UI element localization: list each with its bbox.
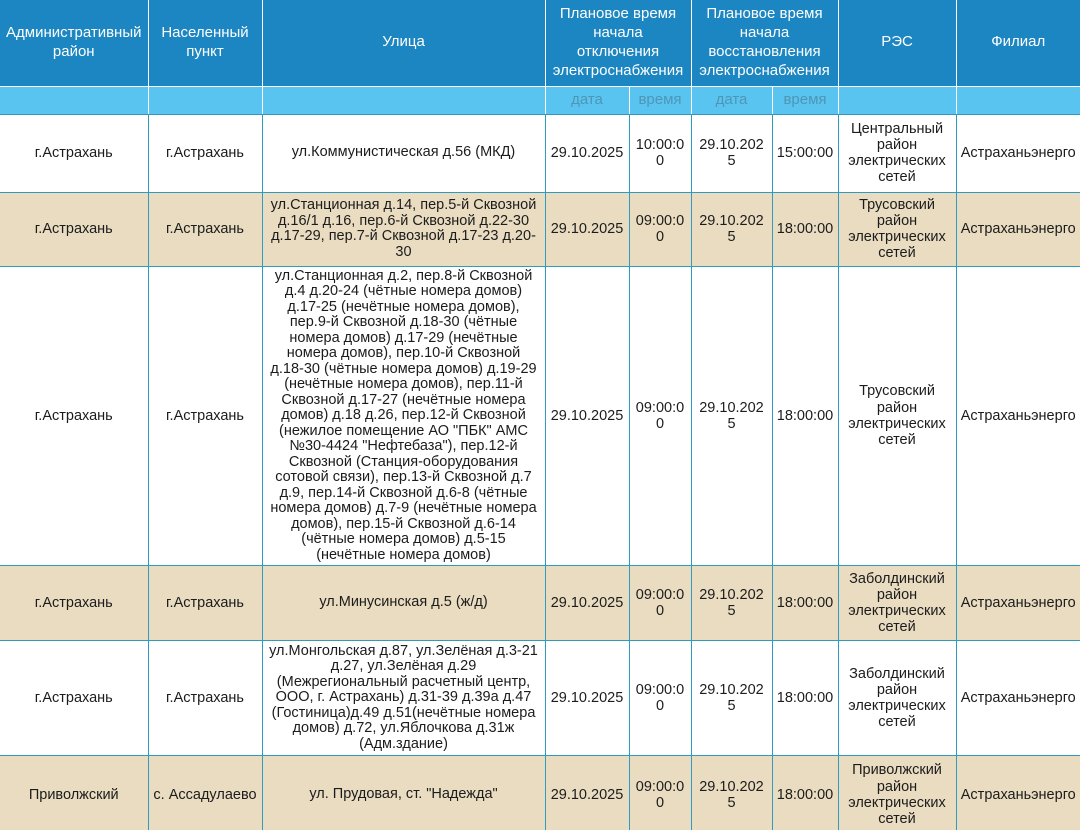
cell-restore-time: 18:00:00 xyxy=(771,265,839,566)
cell-restore-time: 18:00:00 xyxy=(771,640,839,756)
cell-settlement: г.Астрахань xyxy=(147,265,263,566)
cell-admin-district: Приволжский xyxy=(0,755,149,830)
cell-street: ул.Станционная д.14, пер.5-й Сквозной д.… xyxy=(261,191,546,267)
cell-street: ул. Прудовая, ст. "Надежда" xyxy=(261,755,546,830)
cell-settlement: г.Астрахань xyxy=(147,565,263,641)
cell-restore-date: 29.10.2025 xyxy=(690,113,773,193)
cell-branch: Астраханьэнерго xyxy=(955,191,1080,267)
table-row: г.Астрахань г.Астрахань ул.Станционная д… xyxy=(0,265,1080,566)
header-restore-start-group: Плановое время начала восстановления эле… xyxy=(690,0,839,87)
subheader-restore-date: дата xyxy=(690,86,773,115)
cell-outage-time: 09:00:00 xyxy=(628,265,692,566)
subheader-empty xyxy=(261,86,546,115)
subheader-empty xyxy=(837,86,957,115)
cell-outage-time: 10:00:00 xyxy=(628,113,692,193)
cell-settlement: г.Астрахань xyxy=(147,640,263,756)
header-res: РЭС xyxy=(837,0,957,87)
cell-settlement: с. Ассадулаево xyxy=(147,755,263,830)
cell-restore-date: 29.10.2025 xyxy=(690,265,773,566)
cell-street: ул.Минусинская д.5 (ж/д) xyxy=(261,565,546,641)
header-admin-district: Административный район xyxy=(0,0,149,87)
cell-outage-time: 09:00:00 xyxy=(628,565,692,641)
table-row: Приволжский с. Ассадулаево ул. Прудовая,… xyxy=(0,755,1080,830)
cell-branch: Астраханьэнерго xyxy=(955,113,1080,193)
subheader-outage-date: дата xyxy=(544,86,630,115)
cell-res: Центральный район электрических сетей xyxy=(837,113,957,193)
cell-restore-date: 29.10.2025 xyxy=(690,191,773,267)
subheader-empty xyxy=(147,86,263,115)
cell-branch: Астраханьэнерго xyxy=(955,755,1080,830)
cell-res: Приволжский район электрических сетей xyxy=(837,755,957,830)
subheader-empty xyxy=(0,86,149,115)
cell-branch: Астраханьэнерго xyxy=(955,265,1080,566)
cell-admin-district: г.Астрахань xyxy=(0,191,149,267)
cell-res: Заболдинский район электрических сетей xyxy=(837,565,957,641)
table-row: г.Астрахань г.Астрахань ул.Минусинская д… xyxy=(0,565,1080,641)
table-row: г.Астрахань г.Астрахань ул.Монгольская д… xyxy=(0,640,1080,756)
cell-street: ул.Коммунистическая д.56 (МКД) xyxy=(261,113,546,193)
subheader-row: дата время дата время xyxy=(0,86,1080,115)
cell-outage-date: 29.10.2025 xyxy=(544,113,630,193)
header-street: Улица xyxy=(261,0,546,87)
table-header: Административный район Населенный пункт … xyxy=(0,0,1080,115)
cell-restore-time: 18:00:00 xyxy=(771,191,839,267)
header-branch: Филиал xyxy=(955,0,1080,87)
cell-street: ул.Монгольская д.87, ул.Зелёная д.3-21 д… xyxy=(261,640,546,756)
cell-admin-district: г.Астрахань xyxy=(0,640,149,756)
table-row: г.Астрахань г.Астрахань ул.Станционная д… xyxy=(0,191,1080,267)
cell-outage-date: 29.10.2025 xyxy=(544,191,630,267)
cell-restore-date: 29.10.2025 xyxy=(690,755,773,830)
cell-outage-time: 09:00:00 xyxy=(628,191,692,267)
cell-admin-district: г.Астрахань xyxy=(0,565,149,641)
table-body: г.Астрахань г.Астрахань ул.Коммунистичес… xyxy=(0,113,1080,830)
header-outage-start-group: Плановое время начала отключения электро… xyxy=(544,0,692,87)
cell-res: Заболдинский район электрических сетей xyxy=(837,640,957,756)
cell-outage-time: 09:00:00 xyxy=(628,640,692,756)
cell-restore-time: 18:00:00 xyxy=(771,565,839,641)
header-settlement: Населенный пункт xyxy=(147,0,263,87)
cell-outage-date: 29.10.2025 xyxy=(544,755,630,830)
table-row: г.Астрахань г.Астрахань ул.Коммунистичес… xyxy=(0,113,1080,193)
subheader-outage-time: время xyxy=(628,86,692,115)
cell-branch: Астраханьэнерго xyxy=(955,640,1080,756)
cell-restore-date: 29.10.2025 xyxy=(690,640,773,756)
cell-street: ул.Станционная д.2, пер.8-й Сквозной д.4… xyxy=(261,265,546,566)
cell-admin-district: г.Астрахань xyxy=(0,265,149,566)
subheader-empty xyxy=(955,86,1080,115)
header-row: Административный район Населенный пункт … xyxy=(0,0,1080,87)
cell-outage-date: 29.10.2025 xyxy=(544,565,630,641)
subheader-restore-time: время xyxy=(771,86,839,115)
cell-settlement: г.Астрахань xyxy=(147,113,263,193)
cell-restore-time: 18:00:00 xyxy=(771,755,839,830)
cell-res: Трусовский район электрических сетей xyxy=(837,191,957,267)
cell-settlement: г.Астрахань xyxy=(147,191,263,267)
cell-outage-date: 29.10.2025 xyxy=(544,265,630,566)
cell-outage-date: 29.10.2025 xyxy=(544,640,630,756)
cell-admin-district: г.Астрахань xyxy=(0,113,149,193)
cell-restore-time: 15:00:00 xyxy=(771,113,839,193)
cell-res: Трусовский район электрических сетей xyxy=(837,265,957,566)
cell-restore-date: 29.10.2025 xyxy=(690,565,773,641)
cell-outage-time: 09:00:00 xyxy=(628,755,692,830)
cell-branch: Астраханьэнерго xyxy=(955,565,1080,641)
